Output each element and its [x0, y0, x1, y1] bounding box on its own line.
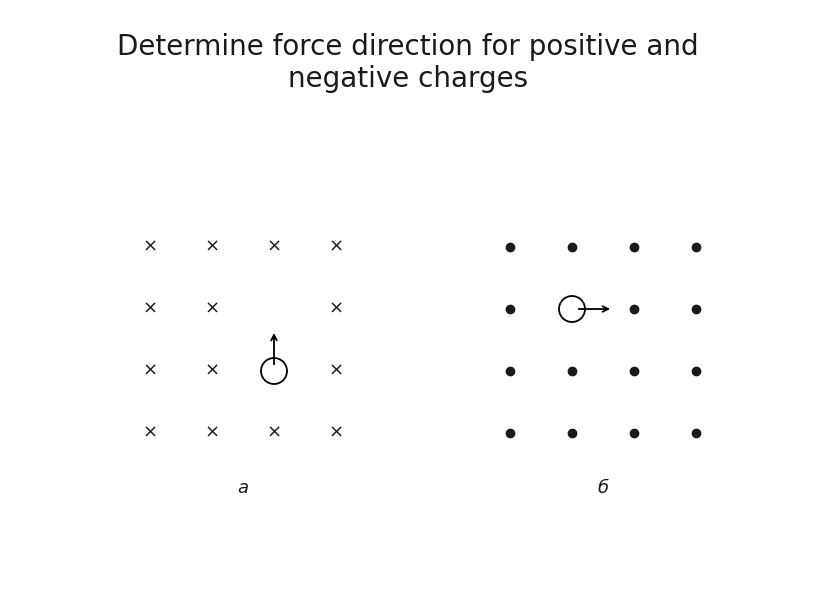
Text: ×: × — [267, 238, 282, 256]
Text: ×: × — [205, 424, 220, 442]
Text: a: a — [237, 479, 249, 497]
Text: ×: × — [328, 424, 344, 442]
Text: ×: × — [328, 300, 344, 318]
Text: ×: × — [328, 362, 344, 380]
Text: Determine force direction for positive and
negative charges: Determine force direction for positive a… — [118, 33, 698, 93]
Text: ×: × — [267, 424, 282, 442]
Text: ×: × — [143, 300, 157, 318]
Text: ×: × — [143, 238, 157, 256]
Text: б: б — [597, 479, 609, 497]
Text: ×: × — [143, 424, 157, 442]
Text: ×: × — [205, 300, 220, 318]
Text: ×: × — [143, 362, 157, 380]
Text: ×: × — [205, 238, 220, 256]
Text: ×: × — [205, 362, 220, 380]
Text: ×: × — [328, 238, 344, 256]
